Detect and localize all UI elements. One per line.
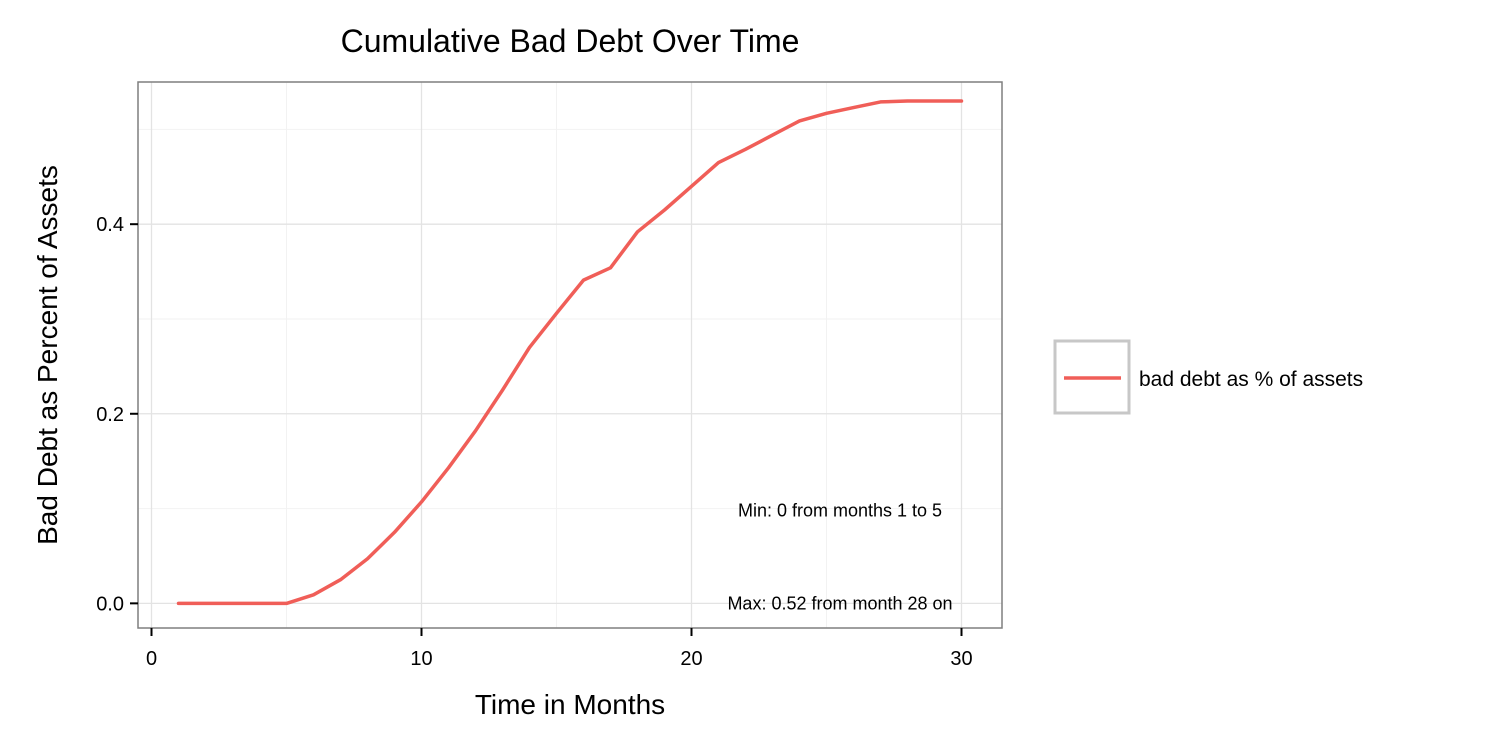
series-line [176,99,964,606]
y-tick-label: 0.0 [96,593,124,615]
annotations: Min: 0 from months 1 to 5 Max: 0.52 from … [727,500,952,613]
annotation-text: Max: 0.52 from month 28 on [727,593,952,613]
x-tick-label: 20 [680,648,702,670]
x-tick-label: 10 [410,648,432,670]
chart-title: Cumulative Bad Debt Over Time [341,23,800,59]
series-layer [176,99,964,606]
panel-border [137,81,1003,629]
legend-label: bad debt as % of assets [1139,368,1363,391]
annotation-text: Min: 0 from months 1 to 5 [738,500,942,520]
x-tick-label: 30 [950,648,972,670]
legend: bad debt as % of assets [1053,339,1363,415]
y-tick-label: 0.2 [96,404,124,426]
x-axis-title: Time in Months [475,689,665,720]
y-axis: 0.0 0.2 0.4 [96,214,138,615]
x-tick-label: 0 [146,648,157,670]
panel-background [138,82,1002,628]
x-axis: 0 10 20 30 [146,628,973,670]
y-axis-title: Bad Debt as Percent of Assets [32,165,63,545]
plot-panel: Min: 0 from months 1 to 5 Max: 0.52 from … [137,81,1003,629]
minor-gridlines [138,82,1002,628]
y-tick-label: 0.4 [96,214,124,236]
